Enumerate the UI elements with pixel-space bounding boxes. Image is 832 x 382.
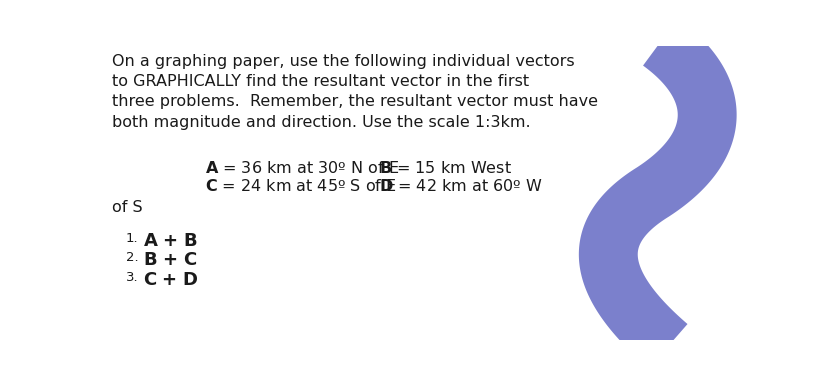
Text: of S: of S xyxy=(111,200,142,215)
Text: $\mathbf{C}$ = 24 km at 45º S of E: $\mathbf{C}$ = 24 km at 45º S of E xyxy=(205,178,396,194)
Text: $\mathbf{D}$ = 42 km at 60º W: $\mathbf{D}$ = 42 km at 60º W xyxy=(379,178,542,194)
Text: $\mathbf{A}$ $\mathbf{+}$ $\mathbf{B}$: $\mathbf{A}$ $\mathbf{+}$ $\mathbf{B}$ xyxy=(143,232,197,250)
Text: On a graphing paper, use the following individual vectors
to GRAPHICALLY find th: On a graphing paper, use the following i… xyxy=(111,53,597,130)
Text: 3.: 3. xyxy=(126,271,138,284)
Text: $\mathbf{B}$ = 15 km West: $\mathbf{B}$ = 15 km West xyxy=(379,160,513,176)
Text: $\mathbf{B}$ $\mathbf{+}$ $\mathbf{C}$: $\mathbf{B}$ $\mathbf{+}$ $\mathbf{C}$ xyxy=(143,251,197,269)
Text: $\mathbf{C}$ $\mathbf{+}$ $\mathbf{D}$: $\mathbf{C}$ $\mathbf{+}$ $\mathbf{D}$ xyxy=(143,271,199,289)
Text: $\mathbf{A}$ = 36 km at 30º N of E: $\mathbf{A}$ = 36 km at 30º N of E xyxy=(205,160,399,176)
Text: 1.: 1. xyxy=(126,232,138,245)
Text: 2.: 2. xyxy=(126,251,138,264)
Polygon shape xyxy=(579,18,736,368)
